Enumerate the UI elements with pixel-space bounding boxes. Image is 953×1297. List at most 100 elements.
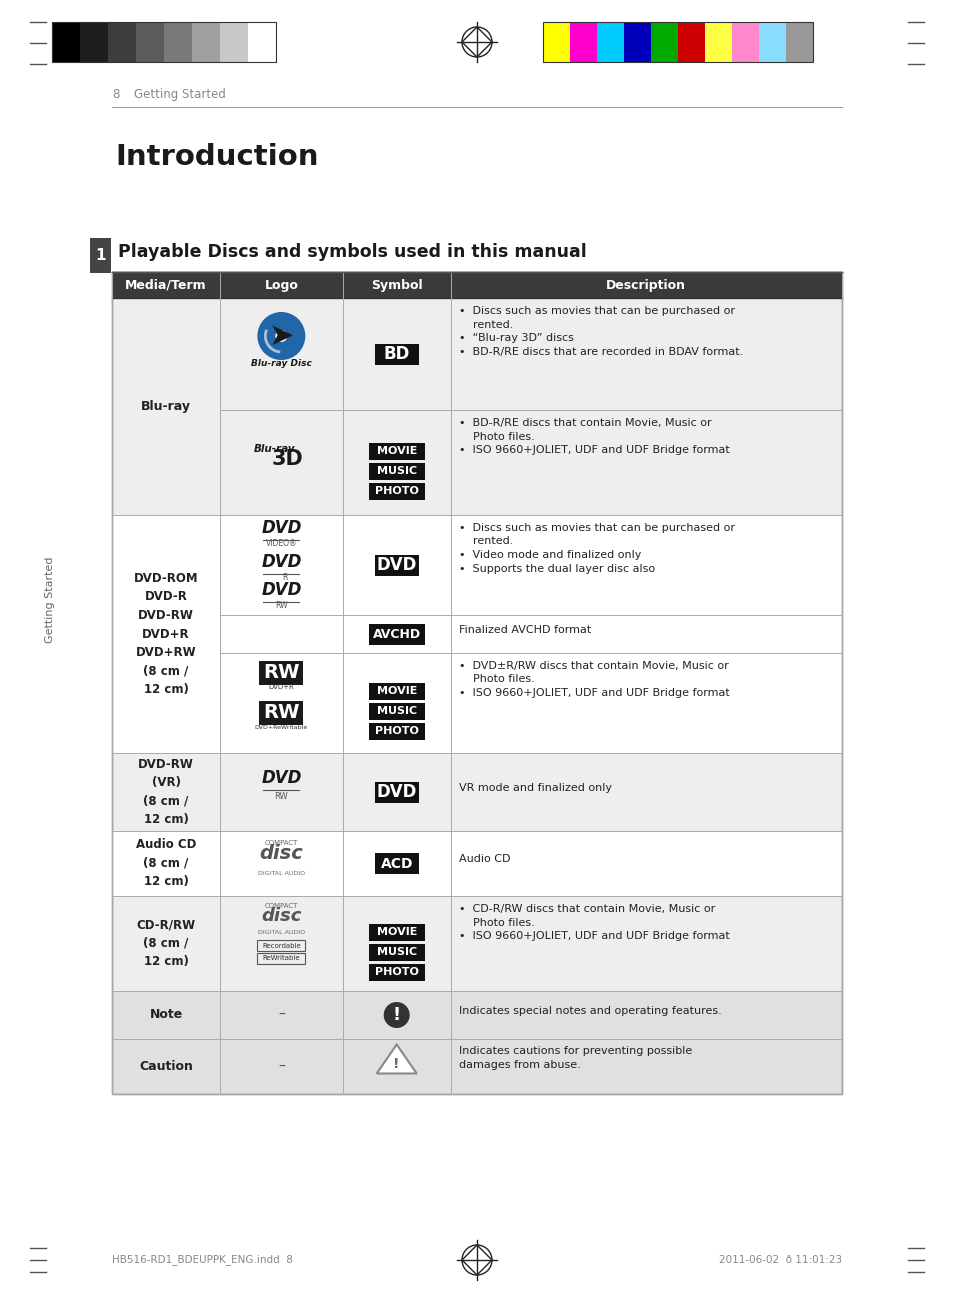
Text: rented.: rented.	[458, 319, 513, 329]
Bar	[259, 700, 303, 725]
Text: DVD: DVD	[376, 556, 416, 575]
Text: PHOTO: PHOTO	[375, 968, 418, 977]
Bar	[112, 754, 841, 831]
Text: 2011-06-02  ð 11:01:23: 2011-06-02 ð 11:01:23	[719, 1255, 841, 1265]
Text: DVD-RW
(VR)
(8 cm /
12 cm): DVD-RW (VR) (8 cm / 12 cm)	[138, 757, 193, 826]
Bar	[759, 22, 785, 62]
Text: MUSIC: MUSIC	[376, 947, 416, 957]
Text: Blu-ray: Blu-ray	[141, 399, 191, 412]
Text: Audio CD
(8 cm /
12 cm): Audio CD (8 cm / 12 cm)	[135, 838, 196, 888]
Text: DVD: DVD	[261, 769, 301, 787]
Text: DVD: DVD	[261, 581, 301, 599]
Text: ReWritable: ReWritable	[262, 956, 300, 961]
Text: disc: disc	[259, 844, 303, 863]
Text: Blu-ray: Blu-ray	[253, 444, 294, 454]
Polygon shape	[376, 1044, 416, 1074]
Text: Symbol: Symbol	[371, 279, 422, 292]
Text: •  Supports the dual layer disc also: • Supports the dual layer disc also	[458, 563, 654, 573]
Bar	[597, 22, 623, 62]
Text: MUSIC: MUSIC	[376, 707, 416, 716]
Bar	[259, 661, 303, 685]
Bar	[368, 703, 424, 720]
Text: rented.: rented.	[458, 537, 513, 546]
Text: •  DVD±R/RW discs that contain Movie, Music or: • DVD±R/RW discs that contain Movie, Mus…	[458, 661, 728, 671]
Bar	[368, 943, 424, 961]
Bar	[704, 22, 731, 62]
Bar	[257, 953, 305, 964]
Bar	[368, 442, 424, 459]
Text: •  Discs such as movies that can be purchased or: • Discs such as movies that can be purch…	[458, 523, 734, 533]
Bar	[112, 1039, 841, 1093]
Bar	[90, 239, 111, 272]
Bar	[112, 272, 841, 1093]
Text: •  BD-R/RE discs that contain Movie, Music or: • BD-R/RE discs that contain Movie, Musi…	[458, 418, 711, 428]
Bar	[368, 463, 424, 480]
Bar	[368, 482, 424, 499]
Text: DVD+ReWritable: DVD+ReWritable	[254, 725, 308, 730]
Text: MOVIE: MOVIE	[376, 446, 416, 457]
Text: Blu-ray Disc: Blu-ray Disc	[251, 359, 312, 368]
Text: RW: RW	[274, 792, 288, 802]
Text: AVCHD: AVCHD	[373, 628, 420, 641]
Text: Logo: Logo	[264, 279, 298, 292]
Text: •  ISO 9660+JOLIET, UDF and UDF Bridge format: • ISO 9660+JOLIET, UDF and UDF Bridge fo…	[458, 687, 729, 698]
Text: Media/Term: Media/Term	[125, 279, 207, 292]
Text: MOVIE: MOVIE	[376, 686, 416, 696]
Text: CD-R/RW
(8 cm /
12 cm): CD-R/RW (8 cm / 12 cm)	[136, 918, 195, 969]
Text: DVD: DVD	[261, 519, 301, 537]
Text: Caution: Caution	[139, 1060, 193, 1073]
Text: DVD+R: DVD+R	[268, 684, 294, 690]
Text: MOVIE: MOVIE	[376, 927, 416, 936]
Text: Description: Description	[606, 279, 685, 292]
Circle shape	[257, 313, 305, 361]
Circle shape	[383, 1003, 409, 1029]
Text: •  ISO 9660+JOLIET, UDF and UDF Bridge format: • ISO 9660+JOLIET, UDF and UDF Bridge fo…	[458, 445, 729, 455]
Text: Indicates cautions for preventing possible
damages from abuse.: Indicates cautions for preventing possib…	[458, 1047, 691, 1070]
Bar	[112, 298, 841, 515]
Bar	[248, 22, 275, 62]
Bar	[52, 22, 275, 62]
Text: DVD: DVD	[376, 783, 416, 802]
Polygon shape	[461, 1245, 492, 1275]
Text: HB516-RD1_BDEUPPK_ENG.indd  8: HB516-RD1_BDEUPPK_ENG.indd 8	[112, 1254, 293, 1266]
Text: Getting Started: Getting Started	[45, 556, 55, 643]
Bar	[368, 684, 424, 700]
Text: •  “Blu-ray 3D” discs: • “Blu-ray 3D” discs	[458, 333, 573, 342]
Text: DVD-ROM
DVD-R
DVD-RW
DVD+R
DVD+RW
(8 cm /
12 cm): DVD-ROM DVD-R DVD-RW DVD+R DVD+RW (8 cm …	[133, 572, 198, 696]
Bar	[112, 896, 841, 991]
Text: PHOTO: PHOTO	[375, 726, 418, 737]
Text: DVD: DVD	[261, 553, 301, 571]
Bar	[375, 853, 418, 874]
Bar	[192, 22, 220, 62]
Text: Getting Started: Getting Started	[133, 88, 226, 101]
Text: !: !	[393, 1006, 400, 1025]
Text: 1: 1	[95, 248, 106, 263]
Text: Photo files.: Photo files.	[458, 432, 534, 441]
Text: RW: RW	[263, 664, 299, 682]
Bar	[136, 22, 164, 62]
Text: ACD: ACD	[380, 856, 413, 870]
Bar	[368, 722, 424, 741]
Bar	[112, 831, 841, 896]
Text: ➤: ➤	[269, 322, 294, 350]
Bar	[542, 22, 569, 62]
Text: R: R	[282, 573, 288, 582]
Text: RW: RW	[263, 703, 299, 722]
Bar	[368, 923, 424, 940]
Bar	[112, 515, 841, 754]
Text: VIDEO®: VIDEO®	[265, 540, 296, 549]
Bar	[112, 991, 841, 1039]
Text: VR mode and finalized only: VR mode and finalized only	[458, 783, 611, 792]
Text: Indicates special notes and operating features.: Indicates special notes and operating fe…	[458, 1006, 720, 1016]
Text: Playable Discs and symbols used in this manual: Playable Discs and symbols used in this …	[118, 243, 586, 261]
Text: Photo files.: Photo files.	[458, 674, 534, 685]
Bar	[623, 22, 650, 62]
Bar	[375, 555, 418, 576]
Text: PHOTO: PHOTO	[375, 486, 418, 495]
Bar	[164, 22, 192, 62]
Text: •  Discs such as movies that can be purchased or: • Discs such as movies that can be purch…	[458, 306, 734, 316]
Text: Finalized AVCHD format: Finalized AVCHD format	[458, 625, 590, 636]
Text: •  Video mode and finalized only: • Video mode and finalized only	[458, 550, 640, 560]
Text: –: –	[277, 1008, 285, 1022]
Text: MUSIC: MUSIC	[376, 466, 416, 476]
